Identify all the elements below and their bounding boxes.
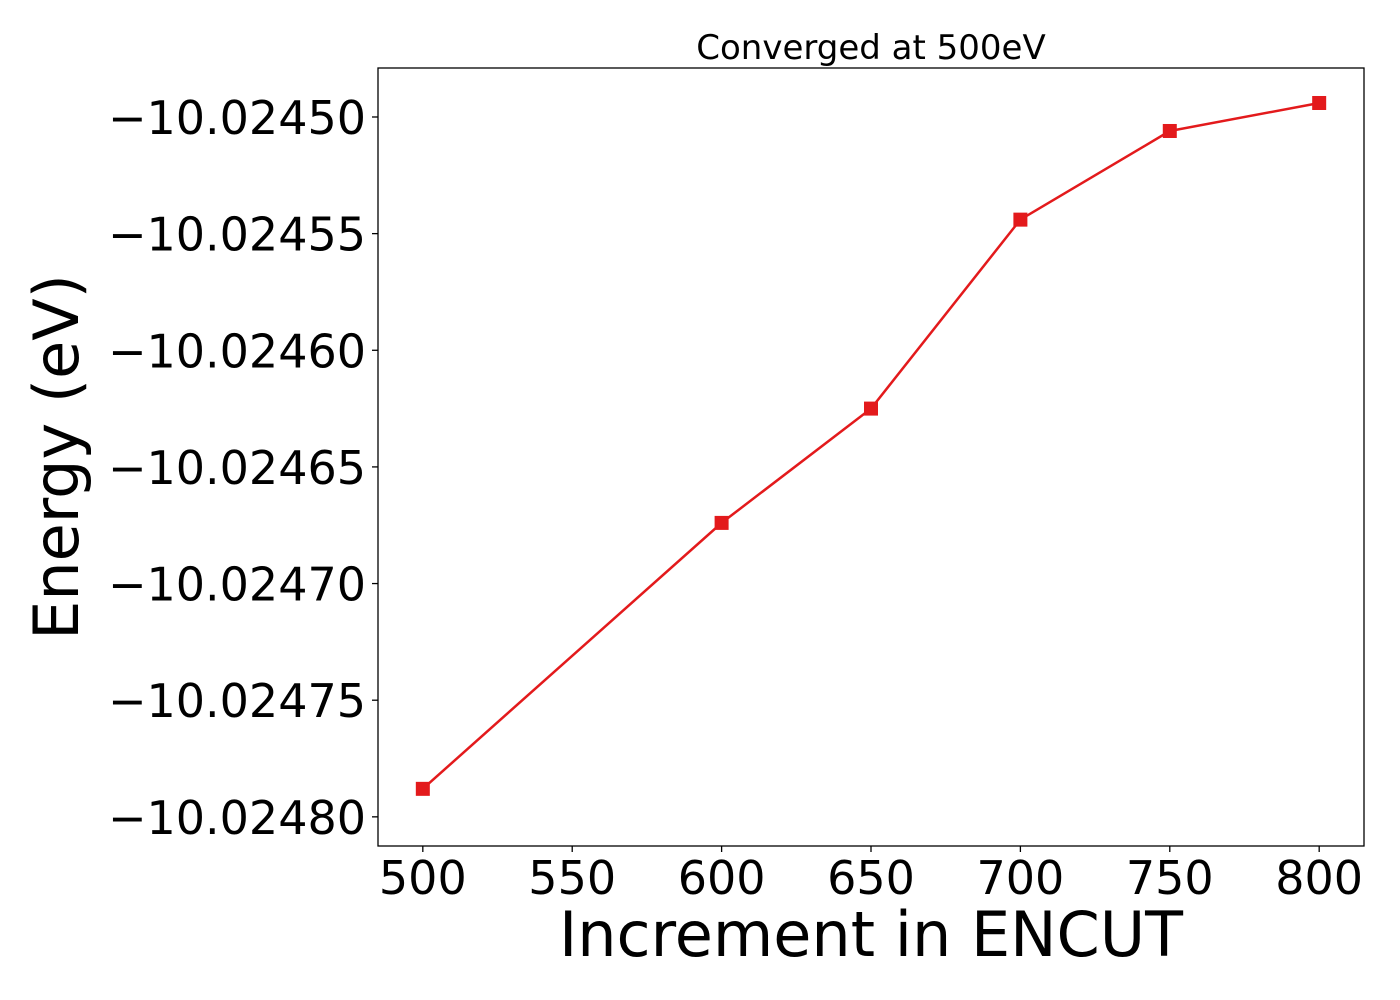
x-tick-label: 750	[1126, 851, 1214, 905]
y-tick-label: −10.02470	[108, 558, 366, 612]
plot-series	[415, 95, 1327, 796]
x-tick-label: 700	[976, 851, 1064, 905]
x-axis: 500 550 600 650 700 750 800	[379, 846, 1363, 905]
data-point-marker	[1162, 123, 1177, 138]
x-tick-label: 800	[1275, 851, 1363, 905]
plot-frame	[377, 67, 1365, 847]
data-point-marker	[864, 401, 878, 416]
data-point-marker	[1312, 95, 1327, 110]
x-tick-label: 550	[528, 851, 616, 905]
data-point-marker	[714, 515, 729, 530]
y-tick-label: −10.02465	[108, 441, 366, 495]
y-tick-label: −10.02460	[108, 324, 366, 378]
chart-title: Converged at 500eV	[696, 28, 1045, 68]
y-axis-title: Energy (eV)	[20, 274, 93, 640]
y-tick-label: −10.02480	[108, 791, 366, 845]
data-point-marker	[415, 781, 430, 796]
x-tick-label: 500	[379, 851, 467, 905]
data-point-marker	[1013, 212, 1028, 227]
y-tick-label: −10.02455	[108, 208, 366, 262]
x-tick-label: 600	[678, 851, 766, 905]
x-tick-label: 650	[827, 851, 915, 905]
y-tick-label: −10.02450	[108, 91, 366, 145]
y-tick-label: −10.02475	[108, 674, 366, 728]
series-line	[421, 101, 1320, 790]
x-axis-title: Increment in ENCUT	[559, 898, 1184, 971]
y-axis: −10.02450 −10.02455 −10.02460 −10.02465 −10.…	[108, 91, 378, 845]
